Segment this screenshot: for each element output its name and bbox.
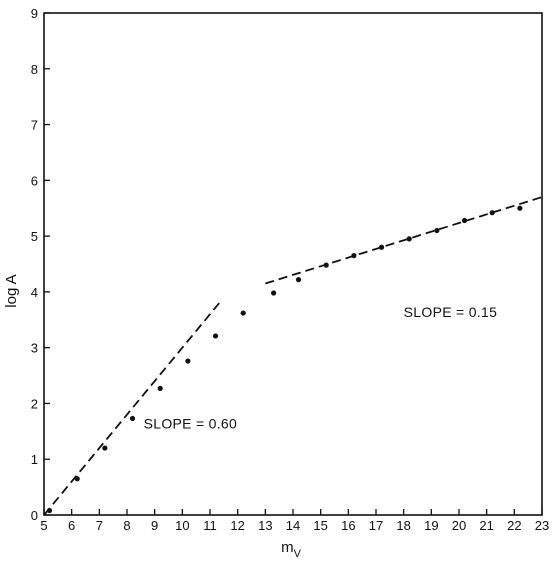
x-tick-label: 5 [40,518,47,533]
x-axis-title-main: m [281,539,294,556]
data-point [74,476,80,482]
data-point [129,415,136,422]
data-point [157,385,163,391]
x-axis-ticks: 5 6 7 8 9 10 11 12 13 14 15 16 17 18 19 20 21 22 23 [40,509,549,533]
x-tick-label: 20 [452,518,466,533]
x-tick-label: 17 [369,518,383,533]
x-tick-label: 14 [286,518,300,533]
x-tick-label: 16 [341,518,355,533]
x-tick-label: 11 [203,518,217,533]
x-tick-label: 23 [535,518,549,533]
data-point [406,236,412,242]
fit-lines [43,196,543,516]
plot-frame [43,12,543,516]
y-tick-label: 1 [31,452,38,467]
x-tick-label: 22 [507,518,521,533]
data-point [46,507,53,514]
y-axis-ticks: 0 1 2 3 4 5 6 7 8 9 [31,6,50,523]
data-points [46,205,523,514]
data-point [295,277,302,283]
y-tick-label: 6 [31,173,38,188]
x-tick-label: 21 [479,518,493,533]
data-point [461,217,468,224]
slope-annotation-2: SLOPE = 0.15 [404,304,498,320]
data-point [212,333,219,339]
data-point [185,358,191,364]
x-tick-label: 15 [313,518,327,533]
x-axis-title: mV [281,539,302,560]
slope-annotation-1: SLOPE = 0.60 [144,416,238,432]
y-tick-label: 4 [31,285,38,300]
data-point [240,310,246,316]
x-tick-label: 9 [151,518,158,533]
data-point [489,210,495,216]
annotations: SLOPE = 0.60 SLOPE = 0.15 [144,304,498,432]
x-tick-label: 10 [175,518,189,533]
y-tick-label: 2 [31,396,38,411]
data-point [323,262,329,268]
y-axis-title: log A [3,274,20,307]
data-point [351,253,357,259]
y-tick-label: 0 [31,508,38,523]
data-point [378,244,385,250]
y-tick-label: 8 [31,62,38,77]
plot-border [43,12,543,516]
x-tick-label: 6 [68,518,75,533]
data-point [102,445,108,451]
y-tick-label: 5 [31,229,38,244]
x-tick-label: 18 [396,518,410,533]
x-tick-label: 12 [230,518,244,533]
x-tick-label: 8 [123,518,130,533]
data-point [434,227,440,234]
data-point [517,205,523,211]
fit-line-1 [43,300,222,516]
x-tick-label: 19 [424,518,438,533]
x-axis-title-subscript: V [294,548,302,560]
y-tick-label: 7 [31,118,38,133]
data-point [271,290,277,296]
y-tick-label: 3 [31,341,38,356]
y-tick-label: 9 [31,6,38,21]
x-tick-label: 7 [96,518,103,533]
x-tick-label: 13 [258,518,272,533]
fit-line-2 [265,196,543,285]
